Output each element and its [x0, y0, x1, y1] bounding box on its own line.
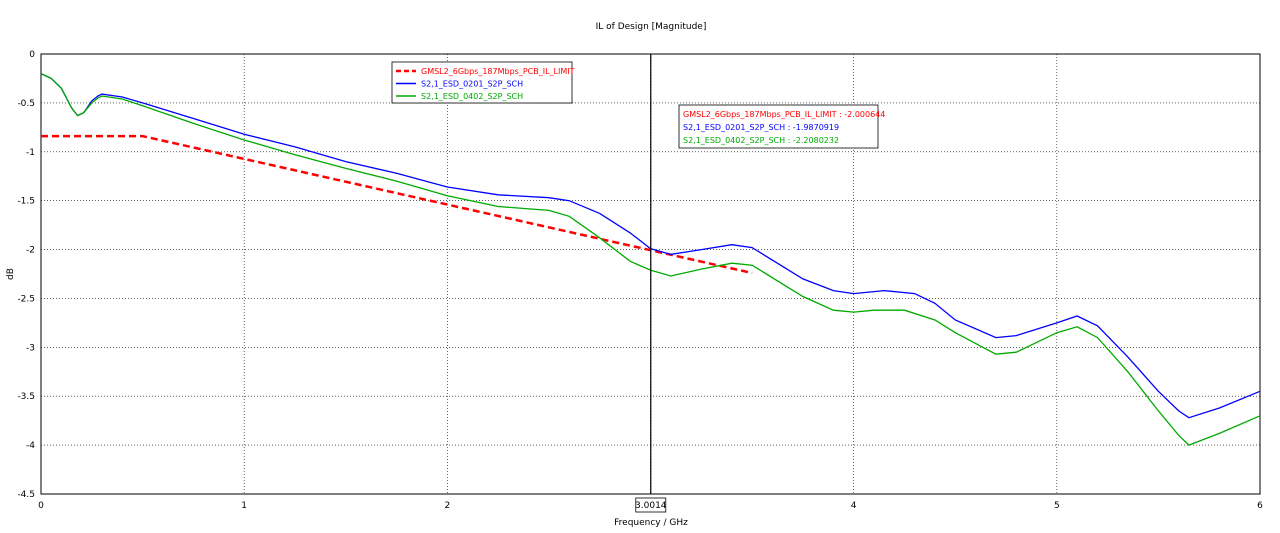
legend-label-1: GMSL2_6Gbps_187Mbps_PCB_IL_LIMIT	[421, 67, 575, 76]
x-tick-label: 5	[1054, 501, 1060, 511]
readout-line-2: S2,1_ESD_0201_S2P_SCH : -1.9870919	[683, 123, 839, 132]
y-tick-label: -3	[26, 343, 35, 353]
y-tick-label: 0	[29, 50, 35, 60]
legend-label-2: S2,1_ESD_0201_S2P_SCH	[421, 80, 523, 89]
readout-line-1: GMSL2_6Gbps_187Mbps_PCB_IL_LIMIT : -2.00…	[683, 110, 885, 119]
series-line-1	[41, 134, 753, 275]
y-tick-label: -1.5	[17, 197, 35, 207]
y-tick-labels: 0 -0.5 -1 -1.5 -2 -2.5 -3 -3.5 -4 -4.5	[17, 50, 35, 500]
chart-title: IL of Design [Magnitude]	[596, 22, 707, 32]
legend-box	[391, 61, 573, 104]
x-tick-label: 4	[851, 501, 857, 511]
x-tick-label: 0	[38, 501, 44, 511]
y-tick-label: -4	[26, 441, 35, 451]
legend-label-3: S2,1_ESD_0402_S2P_SCH	[421, 92, 523, 101]
marker-readout: GMSL2_6Gbps_187Mbps_PCB_IL_LIMIT : -2.00…	[678, 104, 885, 149]
y-tick-label: -1	[26, 148, 35, 158]
y-axis-label: dB	[6, 268, 16, 280]
y-tick-label: -3.5	[17, 392, 35, 402]
y-tick-label: -4.5	[17, 490, 35, 500]
marker-label-box	[635, 497, 667, 513]
y-tick-label: -2	[26, 246, 35, 256]
marker-label: 3.0014	[635, 501, 667, 511]
y-tick-label: -0.5	[17, 99, 35, 109]
x-tick-label: 2	[444, 501, 450, 511]
legend: GMSL2_6Gbps_187Mbps_PCB_IL_LIMIT S2,1_ESD…	[391, 61, 575, 104]
readout-box	[678, 104, 879, 149]
readout-line-3: S2,1_ESD_0402_S2P_SCH : -2.2080232	[683, 136, 839, 145]
x-tick-label: 6	[1257, 501, 1263, 511]
marker[interactable]: 3.0014	[635, 54, 667, 513]
y-tick-label: -2.5	[17, 294, 35, 304]
x-axis-label: Frequency / GHz	[614, 518, 688, 528]
x-tick-label: 1	[241, 501, 247, 511]
